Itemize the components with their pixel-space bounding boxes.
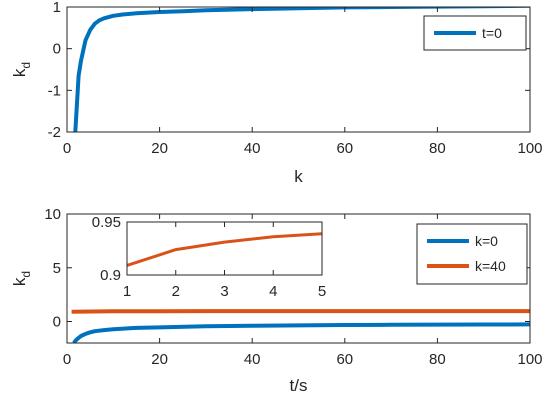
y-tick-label: 0 [53,314,61,331]
y-tick-label: -2 [48,124,61,141]
y-axis-label: kd [10,62,33,77]
x-tick-label: 0 [63,140,71,157]
x-tick-label: 80 [429,140,446,157]
series-line-k-40 [71,309,530,314]
x-tick-label: 20 [151,351,168,368]
y-tick-label: 0.9 [100,267,121,284]
legend-label: k=40 [475,258,506,274]
legend-label: k=0 [475,233,498,249]
legend-box [416,223,528,285]
inset-chart: 1 2 3 4 5 0.9 0.95 [92,214,326,300]
series-line-1 [127,232,322,267]
y-tick-label: 0 [53,41,61,58]
legend-label: t=0 [482,25,502,41]
x-tick-label: 100 [517,140,542,157]
x-tick-label: 1 [123,283,131,300]
x-tick-label: 40 [244,140,261,157]
y-tick-label: -1 [48,82,61,99]
y-tick-label: 1 [53,0,61,16]
x-tick-label: 0 [63,351,71,368]
x-tick-label: 4 [269,283,277,300]
y-axis-label: kd [10,271,33,286]
x-tick-label: 100 [517,351,542,368]
y-tick-label: 0.95 [92,214,121,231]
x-tick-label: 60 [336,351,353,368]
x-tick-label: 60 [336,140,353,157]
plot-area [127,222,322,275]
x-tick-label: 80 [429,351,446,368]
series-line-k-0 [72,322,530,343]
x-axis-label: t/s [290,376,308,395]
chart-1: 0 20 40 60 80 100 -2 -1 0 1 k kd t=0 [10,0,543,186]
legend: k=0 k=40 [416,223,528,285]
x-tick-label: 2 [172,283,180,300]
y-tick-label: 10 [44,206,61,223]
x-tick-label: 40 [244,351,261,368]
x-tick-label: 3 [220,283,228,300]
x-tick-label: 20 [151,140,168,157]
x-tick-label: 5 [318,283,326,300]
y-tick-label: 5 [53,260,61,277]
axes-box [66,213,531,344]
axes-box [66,6,531,133]
legend: t=0 [423,15,527,51]
x-axis-label: k [294,167,303,186]
